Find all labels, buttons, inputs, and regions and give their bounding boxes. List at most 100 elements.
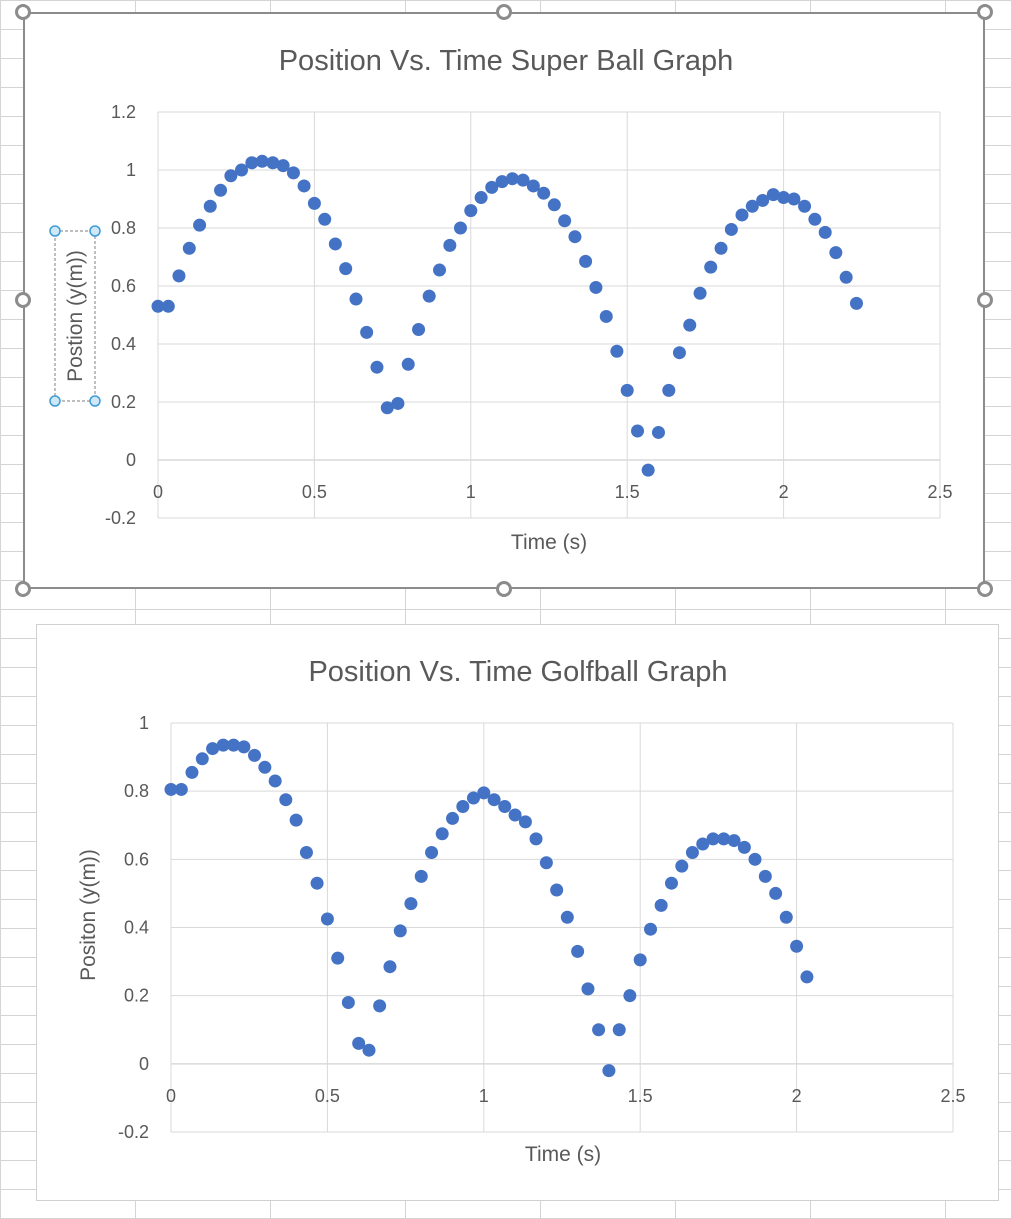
- data-point[interactable]: [227, 738, 241, 752]
- data-point[interactable]: [589, 280, 603, 294]
- data-point[interactable]: [620, 383, 634, 397]
- data-point[interactable]: [800, 970, 814, 984]
- data-point[interactable]: [320, 912, 334, 926]
- data-point[interactable]: [735, 208, 749, 222]
- data-point[interactable]: [571, 944, 585, 958]
- selection-handle[interactable]: [49, 395, 61, 407]
- data-point[interactable]: [446, 811, 460, 825]
- data-point[interactable]: [675, 859, 689, 873]
- resize-handle-bottom[interactable]: [496, 581, 512, 597]
- data-point[interactable]: [787, 192, 801, 206]
- data-point[interactable]: [505, 172, 519, 186]
- data-point[interactable]: [508, 808, 522, 822]
- data-point[interactable]: [706, 832, 720, 846]
- data-point[interactable]: [654, 898, 668, 912]
- data-point[interactable]: [453, 221, 467, 235]
- data-point[interactable]: [539, 856, 553, 870]
- data-point[interactable]: [779, 910, 793, 924]
- data-point[interactable]: [808, 212, 822, 226]
- data-point[interactable]: [526, 179, 540, 193]
- data-point[interactable]: [518, 815, 532, 829]
- data-point[interactable]: [818, 225, 832, 239]
- data-point[interactable]: [276, 159, 290, 173]
- data-point[interactable]: [164, 782, 178, 796]
- data-point[interactable]: [568, 230, 582, 244]
- data-point[interactable]: [529, 832, 543, 846]
- data-point[interactable]: [485, 180, 499, 194]
- data-point[interactable]: [633, 953, 647, 967]
- data-point[interactable]: [685, 846, 699, 860]
- data-point[interactable]: [839, 270, 853, 284]
- resize-handle-bottom-left[interactable]: [15, 581, 31, 597]
- data-point[interactable]: [704, 260, 718, 274]
- data-point[interactable]: [383, 960, 397, 974]
- data-point[interactable]: [581, 982, 595, 996]
- data-point[interactable]: [206, 742, 220, 756]
- data-point[interactable]: [717, 832, 731, 846]
- data-point[interactable]: [435, 827, 449, 841]
- data-point[interactable]: [769, 886, 783, 900]
- data-point[interactable]: [641, 463, 655, 477]
- data-point[interactable]: [248, 748, 262, 762]
- data-point[interactable]: [172, 269, 186, 283]
- data-point[interactable]: [214, 183, 228, 197]
- data-point[interactable]: [328, 237, 342, 251]
- data-point[interactable]: [610, 344, 624, 358]
- selection-handle[interactable]: [89, 395, 101, 407]
- data-point[interactable]: [766, 188, 780, 202]
- data-point[interactable]: [412, 323, 426, 336]
- resize-handle-top-right[interactable]: [977, 4, 993, 20]
- data-point[interactable]: [547, 198, 561, 212]
- data-point[interactable]: [401, 357, 415, 371]
- data-point[interactable]: [623, 989, 637, 1003]
- resize-handle-top[interactable]: [496, 4, 512, 20]
- data-point[interactable]: [414, 869, 428, 883]
- data-point[interactable]: [349, 292, 363, 306]
- data-point[interactable]: [443, 238, 457, 252]
- data-point[interactable]: [182, 241, 196, 255]
- data-point[interactable]: [255, 154, 269, 168]
- data-point[interactable]: [777, 191, 791, 205]
- data-point[interactable]: [558, 214, 572, 228]
- data-point[interactable]: [216, 738, 230, 752]
- data-point[interactable]: [612, 1023, 626, 1037]
- data-point[interactable]: [373, 999, 387, 1013]
- data-point[interactable]: [258, 760, 272, 774]
- data-point[interactable]: [318, 212, 332, 226]
- y-axis-title-selected[interactable]: Postion (y(m)): [49, 225, 101, 407]
- resize-handle-right[interactable]: [977, 292, 993, 308]
- data-point[interactable]: [651, 425, 665, 439]
- data-point[interactable]: [237, 740, 251, 754]
- data-point[interactable]: [268, 774, 282, 788]
- data-point[interactable]: [790, 939, 804, 953]
- chart-golfball[interactable]: Position Vs. Time Golfball Graph -0.2 0 0.…: [36, 624, 999, 1201]
- data-point[interactable]: [664, 876, 678, 890]
- data-point[interactable]: [360, 325, 374, 339]
- data-point[interactable]: [829, 246, 843, 260]
- data-point[interactable]: [498, 800, 512, 814]
- data-point[interactable]: [425, 846, 439, 860]
- data-point[interactable]: [456, 800, 470, 814]
- data-point[interactable]: [477, 786, 491, 800]
- data-point[interactable]: [297, 179, 311, 193]
- data-point[interactable]: [331, 951, 345, 965]
- data-point[interactable]: [433, 263, 447, 277]
- data-point[interactable]: [307, 196, 321, 210]
- data-point[interactable]: [714, 241, 728, 255]
- data-point[interactable]: [195, 752, 209, 766]
- data-point[interactable]: [370, 360, 384, 374]
- data-point[interactable]: [161, 299, 175, 313]
- selection-handle[interactable]: [49, 225, 61, 237]
- chart-super-ball[interactable]: Position Vs. Time Super Ball Graph -0.2 0…: [23, 12, 985, 589]
- data-point[interactable]: [602, 1064, 616, 1078]
- data-point[interactable]: [203, 199, 217, 213]
- data-point[interactable]: [224, 169, 238, 183]
- data-point[interactable]: [724, 222, 738, 236]
- data-point[interactable]: [537, 186, 551, 200]
- data-point[interactable]: [672, 346, 686, 360]
- data-point[interactable]: [339, 262, 353, 276]
- data-point[interactable]: [758, 869, 772, 883]
- data-point[interactable]: [798, 199, 812, 213]
- data-point[interactable]: [185, 765, 199, 779]
- data-point[interactable]: [380, 401, 394, 415]
